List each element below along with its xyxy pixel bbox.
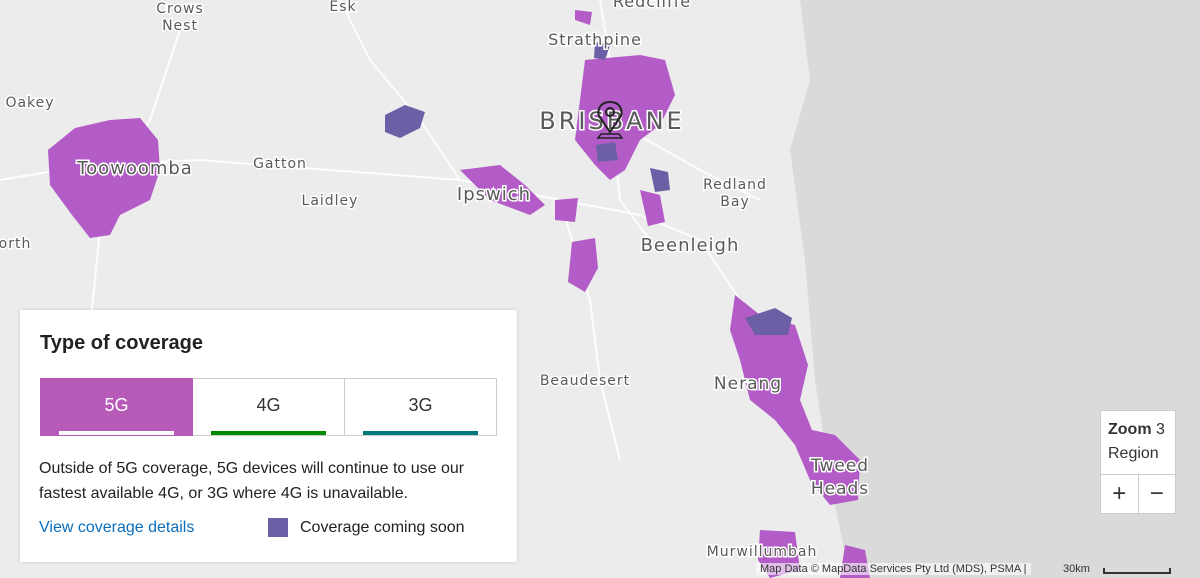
place-label: Ipswich (457, 184, 531, 205)
attribution: Map Data © MapData Services Pty Ltd (MDS… (756, 563, 1031, 575)
zoom-title: Zoom 3 (1108, 421, 1165, 439)
place-label: orth (0, 236, 31, 252)
place-label: Beenleigh (641, 235, 740, 256)
tab-label: 3G (408, 395, 433, 415)
tab-label: 4G (256, 395, 281, 415)
tab-label: 5G (104, 395, 129, 415)
tab-4g[interactable]: 4G (193, 378, 345, 436)
zoom-buttons: + − (1101, 474, 1175, 514)
place-label: Esk (329, 0, 356, 15)
description: Outside of 5G coverage, 5G devices will … (39, 460, 465, 502)
place-label: Strathpine (548, 30, 642, 49)
legend: Coverage coming soon (268, 518, 465, 537)
coverage-tabs: 5G 4G 3G (40, 378, 497, 436)
place-label: Murwillumbah (707, 544, 818, 560)
location-pin (596, 100, 624, 139)
tab-3g[interactable]: 3G (345, 378, 497, 436)
zoom-in[interactable]: + (1112, 480, 1127, 507)
scale-bar (1103, 568, 1171, 574)
place-label: Oakey (5, 95, 54, 111)
place-label: Redcliffe (613, 0, 691, 11)
tab-5g[interactable]: 5G (40, 378, 193, 436)
legend-label: Coverage coming soon (300, 518, 465, 536)
tab-indicator (363, 431, 478, 435)
zoom-label: Zoom (1108, 421, 1152, 438)
place-label: Beaudesert (540, 373, 630, 389)
coming-soon-coverage (385, 42, 792, 335)
place-label: Tweed (810, 456, 869, 476)
5g-coverage (48, 10, 870, 578)
place-label: Crows (156, 1, 204, 17)
place-label: Redland (703, 177, 767, 193)
zoom-out[interactable]: − (1137, 475, 1176, 514)
zoom-control: Zoom 3 Region + − (1100, 410, 1176, 514)
place-label: Toowoomba (76, 158, 193, 179)
legend-swatch (268, 518, 288, 537)
place-label: Heads (811, 479, 869, 499)
coverage-link[interactable]: View coverage details (39, 519, 195, 536)
zoom-level: 3 (1156, 421, 1165, 438)
zoom-name: Region (1108, 445, 1159, 462)
place-label: Laidley (302, 193, 359, 209)
place-label: Gatton (253, 156, 307, 172)
place-label: Bay (720, 194, 749, 210)
tab-indicator (59, 431, 174, 435)
place-labels: Crows Nest Esk Redcliffe Strathpine Oake… (0, 0, 870, 562)
panel-title: Type of coverage (40, 332, 204, 354)
scale-label: 30km (1063, 563, 1090, 575)
place-label: Nest (162, 18, 198, 34)
sea (790, 0, 1200, 578)
place-label: Nerang (714, 374, 782, 394)
coverage-panel: Type of coverage 5G 4G 3G Outside of 5G … (20, 310, 517, 562)
tab-indicator (211, 431, 326, 435)
